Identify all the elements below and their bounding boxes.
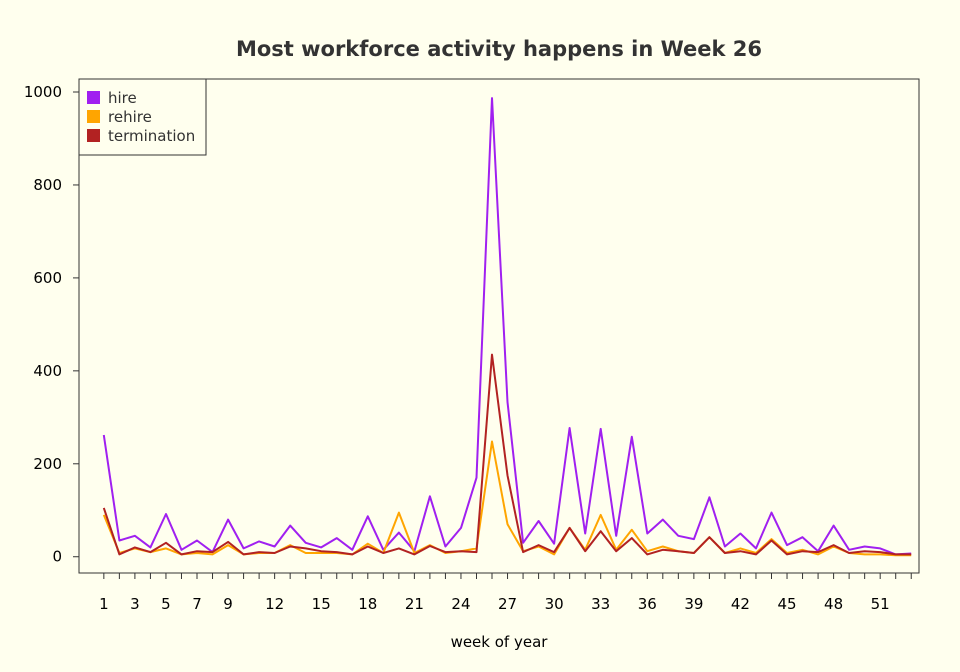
legend-swatch-rehire (87, 110, 100, 123)
x-tick-label: 9 (223, 595, 233, 613)
x-tick-label: 12 (265, 595, 284, 613)
legend-box (78, 78, 207, 156)
series-line-rehire (102, 440, 912, 557)
x-tick-label: 3 (130, 595, 140, 613)
x-tick-label: 45 (777, 595, 796, 613)
x-tick-label: 27 (498, 595, 517, 613)
chart-title: Most workforce activity happens in Week … (236, 37, 762, 61)
x-tick-label: 21 (405, 595, 424, 613)
x-tick-label: 39 (684, 595, 703, 613)
x-axis: 1 3 5 7 9 12 15 18 21 24 27 30 33 36 39 42 45 48 51 (99, 573, 912, 613)
y-axis: 0 200 400 600 800 1000 (24, 83, 79, 566)
x-tick-label: 51 (871, 595, 890, 613)
y-tick-label: 600 (33, 269, 62, 287)
x-tick-label: 24 (451, 595, 470, 613)
x-tick-label: 15 (312, 595, 331, 613)
x-tick-label: 5 (161, 595, 171, 613)
plot-frame (78, 78, 920, 574)
x-tick-label: 18 (358, 595, 377, 613)
x-tick-label: 7 (192, 595, 202, 613)
legend-label-rehire: rehire (108, 108, 152, 126)
x-tick-label: 1 (99, 595, 109, 613)
x-axis-label: week of year (451, 633, 549, 651)
x-tick-label: 33 (591, 595, 610, 613)
legend-swatch-termination (87, 129, 100, 142)
x-tick-label: 42 (731, 595, 750, 613)
legend-label-hire: hire (108, 89, 137, 107)
x-tick-label: 36 (638, 595, 657, 613)
series-layer (102, 97, 912, 557)
legend-swatch-hire (87, 91, 100, 104)
y-tick-label: 800 (33, 176, 62, 194)
y-tick-label: 200 (33, 455, 62, 473)
series-line-termination (102, 353, 912, 556)
y-tick-label: 0 (52, 548, 62, 566)
x-tick-label: 30 (545, 595, 564, 613)
x-tick-label: 48 (824, 595, 843, 613)
y-tick-label: 400 (33, 362, 62, 380)
y-tick-label: 1000 (24, 83, 62, 101)
legend-label-termination: termination (108, 127, 195, 145)
series-line-hire (102, 97, 912, 556)
